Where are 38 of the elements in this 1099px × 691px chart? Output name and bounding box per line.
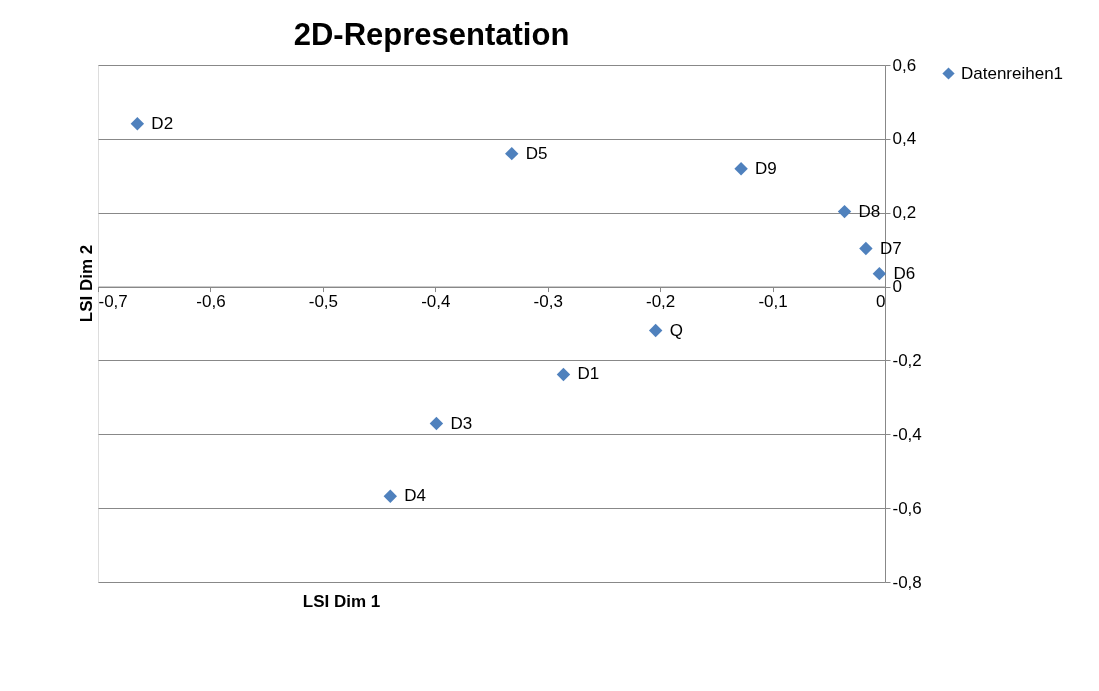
point [556,367,571,382]
y-axis-title: LSI Dim 2 [77,244,96,323]
annotation: D2 [151,113,174,133]
annotation: D3 [450,413,473,433]
y-tick-label: 0,2 [892,203,917,223]
annotation: D8 [858,201,881,221]
annotation: D1 [577,364,600,384]
y-tick-label: -0,8 [892,572,922,592]
y-tick-label: 0,6 [892,55,917,75]
annotation: D4 [404,486,427,506]
point [837,204,852,219]
y-tick-label: -0,4 [892,424,922,444]
y-tick-label: -0,2 [892,350,922,370]
x-tick-label: 0 [876,292,886,312]
point [429,416,444,431]
annotation: D9 [755,158,777,178]
point [734,162,748,176]
point [130,117,145,131]
point [383,489,398,504]
point [859,241,873,256]
x-axis-title: LSI Dim 1 [302,592,381,611]
point [505,146,519,161]
x-tick-label: -0,2 [645,292,676,312]
x-tick-label: -0,7 [98,292,128,312]
x-tick-label: -0,3 [533,292,563,312]
legend-label: Datenreihen1 [961,63,1064,83]
y-tick-label: -0,6 [892,498,922,518]
x-tick-label: -0,5 [308,292,339,312]
x-tick-label: -0,1 [758,292,788,312]
annotation: D5 [525,143,548,163]
point [872,266,887,281]
point [648,323,663,338]
chart-title: 2D-Representation [293,17,570,52]
annotation: Q [669,320,683,340]
annotation: D7 [879,238,902,258]
x-tick-label: -0,6 [196,292,226,312]
x-tick-label: -0,4 [421,292,451,312]
y-tick-label: 0,4 [892,129,917,149]
